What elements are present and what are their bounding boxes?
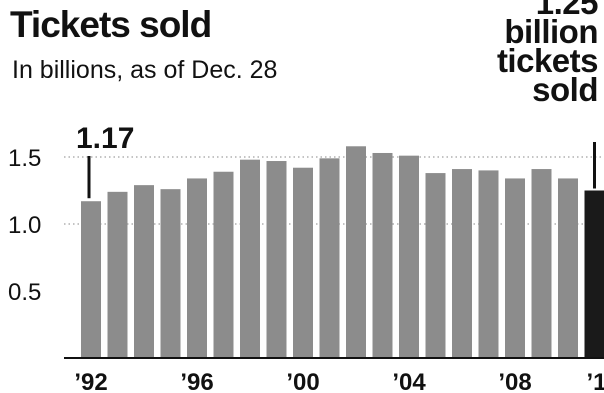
bar	[478, 170, 499, 358]
bar	[505, 178, 525, 358]
chart-title: Tickets sold	[10, 4, 212, 45]
bar	[187, 178, 207, 358]
bar	[372, 152, 393, 358]
bar	[107, 191, 128, 358]
bar	[240, 159, 260, 358]
bar	[558, 178, 578, 358]
bar	[293, 167, 313, 358]
x-tick-label: ’11	[587, 369, 604, 393]
x-tick-label: ’04	[392, 369, 426, 393]
callout-line: 1.25	[535, 0, 599, 21]
bar	[584, 190, 604, 358]
y-tick-label: 1.5	[8, 145, 41, 172]
data-label: 1.17	[76, 122, 134, 155]
y-tick-label: 0.5	[8, 279, 41, 306]
bar	[81, 201, 101, 358]
callout-line: tickets	[496, 42, 599, 79]
callout-line: billion	[504, 13, 598, 50]
bar	[319, 158, 340, 358]
bar	[134, 185, 154, 358]
callout-line: sold	[532, 71, 598, 108]
x-tick-label: ’00	[286, 369, 319, 393]
bar	[160, 189, 181, 358]
bar	[266, 161, 287, 358]
bar	[399, 155, 419, 358]
bar	[531, 169, 552, 358]
latest-value-callout: 1.25 billion tickets sold	[438, 0, 599, 108]
chart-subtitle: In billions, as of Dec. 28	[12, 56, 278, 84]
bar	[213, 171, 234, 358]
x-tick-label: ’96	[180, 369, 213, 393]
bar	[346, 146, 366, 358]
x-tick-label: ’92	[74, 369, 107, 393]
bar	[452, 169, 472, 358]
bar	[425, 173, 446, 358]
x-tick-label: ’08	[498, 369, 531, 393]
y-tick-label: 1.0	[8, 212, 41, 239]
